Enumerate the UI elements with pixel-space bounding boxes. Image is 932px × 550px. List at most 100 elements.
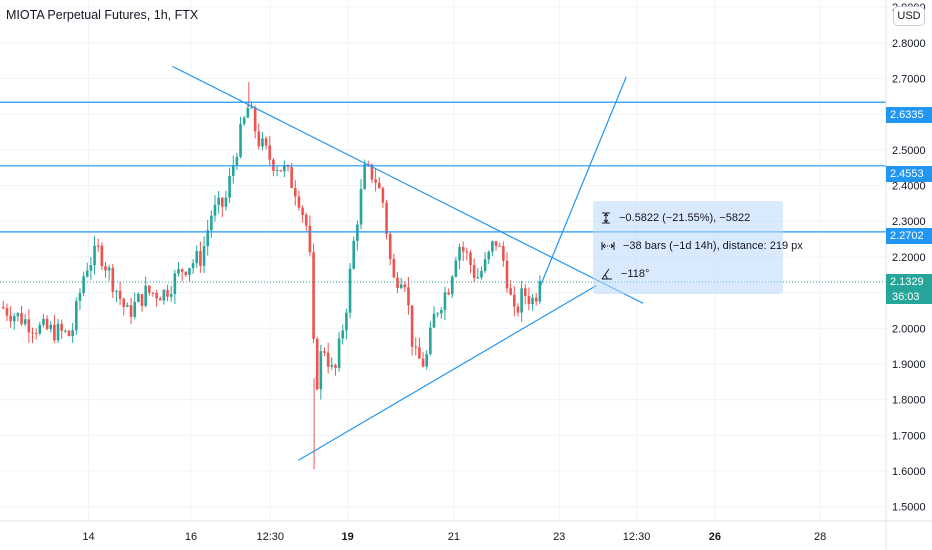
candle [34,328,38,340]
y-tick-label: 1.9000 [892,359,926,371]
candle [100,242,104,270]
candle [454,256,458,278]
candle [42,314,45,328]
candle [286,164,290,172]
chart-title: MIOTA Perpetual Futures, 1h, FTX [6,8,199,22]
candle [414,337,418,356]
candle [2,300,5,310]
candle [5,303,9,322]
candle [12,313,16,330]
trendline-upper[interactable] [172,65,644,304]
candle [56,318,60,343]
trendline-projection[interactable] [540,76,627,286]
measure-tooltip: −0.5822 (−21.55%), −5822 −38 bars (−1d 1… [593,201,803,294]
y-tick-label: 2.2000 [892,252,926,264]
trendline-lower[interactable] [297,284,597,461]
candle [337,331,341,372]
candle [407,277,410,315]
candle [297,190,301,211]
candle [177,262,180,277]
candle [49,321,53,333]
time-scale[interactable]: 14 16 12:30 19 21 23 12:30 26 28 [82,531,826,543]
candle [257,123,261,150]
candle [461,241,465,262]
candle [126,302,129,308]
candle [483,251,487,274]
candle [359,179,363,230]
candle [425,350,428,370]
y-tick-label: 2.3000 [892,216,926,228]
candle [111,263,115,298]
x-tick-label: 12:30 [623,531,651,543]
candle [173,269,177,304]
y-tick-label: 2.8000 [892,38,926,50]
x-tick-label: 28 [814,531,826,543]
candle [443,286,447,321]
candle [188,267,191,282]
candle [403,281,407,292]
currency-button[interactable]: USD [893,6,925,26]
candle [385,200,388,240]
candle [458,243,461,270]
x-tick-label: 21 [448,531,460,543]
candle [356,220,359,251]
candle [221,196,224,218]
candle [71,322,74,343]
last-price-label: 2.1329 [886,274,932,290]
candle [436,312,439,318]
candles [2,82,542,470]
y-tick-label: 1.8000 [892,395,926,407]
candle [148,285,151,296]
measure-price-text: −0.5822 (−21.55%), −5822 [619,212,751,224]
candle [410,305,414,356]
candle [505,252,509,293]
candle [206,219,209,256]
candle [235,152,239,171]
candle [374,169,377,192]
candle [85,262,89,278]
x-tick-label: 19 [342,531,354,543]
candle [122,297,126,316]
candle [399,277,403,290]
candle [476,268,480,280]
candle [388,231,392,266]
candle [16,312,20,322]
candle [155,289,158,307]
candle [527,287,531,311]
candle [469,249,472,274]
candle [472,258,476,283]
candle [432,306,436,328]
candle [144,276,147,308]
candle [502,241,505,267]
price-scale[interactable]: 2.90002.80002.70002.60002.50002.40002.30… [892,2,926,514]
candle [107,264,111,281]
candle [217,190,220,214]
candle [520,280,523,322]
candle [75,297,78,335]
candle [93,235,96,275]
candle [239,116,242,159]
x-tick-label: 16 [185,531,197,543]
candle [363,159,366,190]
candle [96,238,100,252]
candle [465,247,469,261]
candle [509,280,512,296]
candle [523,284,527,305]
grid [0,0,886,521]
candle [516,303,520,317]
measure-angle-text: −118° [621,268,650,280]
candle [326,342,330,374]
candle [38,321,42,336]
candle [151,292,155,297]
candle [341,324,345,345]
candle [166,284,169,302]
candle [45,315,49,331]
y-tick-label: 2.5000 [892,145,926,157]
candle [9,306,12,328]
candle [158,296,162,301]
candle [348,263,352,319]
candle [330,357,334,370]
candle [253,105,257,139]
candle [480,266,483,280]
